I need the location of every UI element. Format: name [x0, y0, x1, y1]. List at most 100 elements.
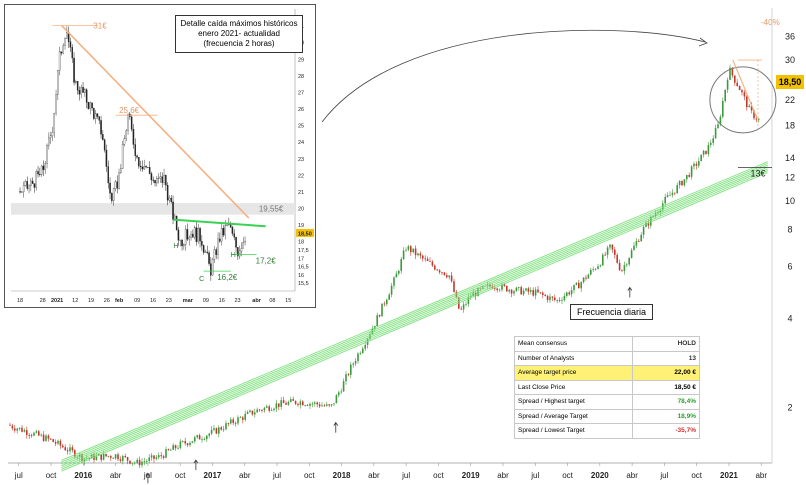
inset-candle-body [64, 38, 66, 46]
inset-x-tick-label: 08 [269, 298, 275, 304]
inset-candle-body [132, 129, 135, 145]
candle-body [309, 403, 311, 406]
candle-body [460, 308, 462, 310]
candle-body [758, 118, 760, 120]
candle-body [731, 67, 734, 76]
inset-candle-body [44, 163, 46, 170]
x-tick-label: abr [626, 471, 638, 480]
candle-body [290, 399, 292, 402]
candle-body [534, 289, 537, 296]
candle-body [218, 427, 220, 434]
inset-candle-body [98, 116, 100, 121]
inset-candle-body [109, 182, 111, 194]
inset-candle-body [85, 89, 88, 103]
candle-body [119, 459, 122, 461]
candle-body [261, 410, 263, 411]
inset-candle-body [210, 263, 212, 276]
inset-x-tick-label: 28 [40, 298, 46, 304]
inset-candle-body [22, 185, 25, 193]
inset-candle-body [163, 175, 165, 183]
candle-body [414, 248, 417, 256]
candle-body [722, 100, 724, 117]
candle-body [734, 75, 736, 83]
candle-body [539, 292, 542, 294]
candle-body [198, 435, 201, 440]
inset-x-tick-label: 26 [104, 298, 110, 304]
candle-body [316, 402, 318, 405]
inset-candle-body [186, 229, 189, 240]
candle-body [167, 449, 170, 451]
candle-body [340, 391, 342, 393]
candle-body [686, 174, 688, 180]
inset-candle-body [103, 139, 106, 151]
inset-candle-body [166, 185, 169, 201]
candle-body [95, 455, 98, 460]
inset-candle-body [138, 157, 140, 167]
inset-candle-body [89, 102, 91, 109]
inset-candle-body [147, 167, 149, 168]
inset-x-tick-label: 09 [203, 298, 209, 304]
inset-candle-body [183, 244, 185, 247]
candle-body [633, 245, 635, 251]
inset-candle-body [213, 249, 216, 260]
consensus-label: Number of Analysts [514, 350, 633, 366]
inset-candle-body [190, 233, 192, 239]
candle-body [621, 270, 623, 271]
inset-title: Detalle caída máximos históricos enero 2… [175, 15, 303, 53]
y-tick-label: 14 [785, 153, 795, 163]
inset-candle-body [58, 51, 61, 71]
candle-body [594, 268, 597, 270]
touch-arrowhead [627, 286, 633, 291]
support-channel-line [61, 168, 768, 469]
candle-body [143, 461, 146, 463]
inset-y-tick-label: 24 [298, 140, 304, 146]
x-tick-label: jul [272, 471, 281, 480]
candle-body [244, 413, 246, 420]
inset-candle-body [102, 134, 104, 140]
candle-body [386, 299, 388, 305]
candle-body [38, 431, 40, 436]
candle-body [755, 118, 758, 120]
candle-body [364, 344, 366, 349]
inset-y-tick-label: 20 [298, 207, 304, 213]
candle-body [30, 435, 33, 437]
candle-body [131, 462, 134, 464]
candle-body [318, 404, 321, 407]
inset-candle-body [75, 81, 77, 83]
consensus-row: Number of Analysts 13 [514, 350, 700, 366]
candle-body [698, 161, 700, 166]
candle-body [710, 142, 712, 145]
candle-body [160, 455, 162, 457]
candle-body [23, 430, 26, 432]
candle-body [282, 400, 285, 404]
candle-body [467, 297, 470, 304]
x-tick-label: oct [562, 471, 573, 480]
x-tick-label: oct [46, 471, 57, 480]
candle-body [21, 427, 23, 432]
inset-candle-body [62, 45, 64, 54]
inset-y-tick-label: 19 [298, 223, 304, 229]
candle-body [429, 260, 431, 262]
candle-body [597, 266, 599, 269]
candle-body [237, 417, 239, 424]
inset-candle-body [157, 177, 160, 179]
candle-body [659, 210, 662, 213]
candle-body [743, 92, 746, 97]
candle-body [585, 277, 587, 279]
candle-body [422, 255, 424, 259]
candle-body [719, 116, 722, 125]
candle-body [352, 363, 354, 365]
candle-body [88, 457, 90, 459]
candle-body [544, 294, 546, 296]
candle-body [678, 181, 681, 186]
candle-body [129, 460, 131, 464]
candle-body [443, 272, 446, 276]
candle-body [592, 269, 594, 270]
consensus-row: Mean consensus HOLD [514, 336, 700, 352]
inset-y-tick-label: 26 [298, 107, 304, 113]
candle-body [47, 435, 50, 439]
candle-body [225, 423, 227, 430]
inset-candle-body [24, 181, 27, 186]
inset-candle-body [165, 175, 167, 186]
x-tick-label: oct [691, 471, 702, 480]
